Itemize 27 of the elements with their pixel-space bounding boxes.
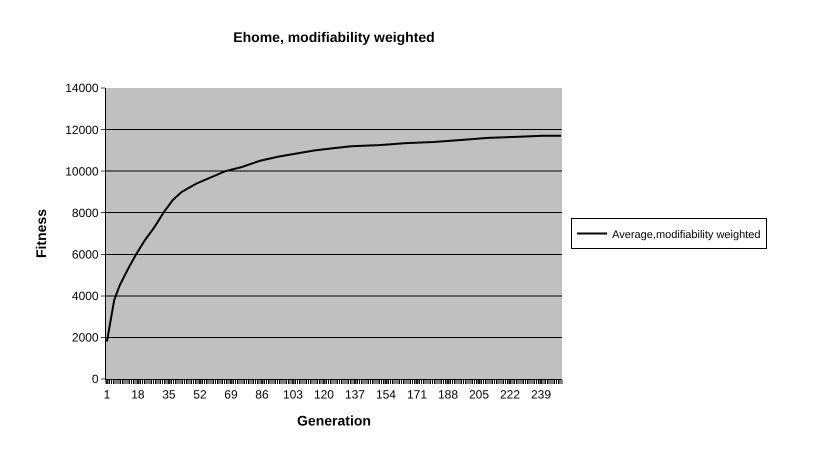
- x-tick-label: 188: [438, 387, 458, 402]
- y-tick-label: 12000: [65, 122, 99, 137]
- y-tick-label: 4000: [72, 289, 99, 304]
- x-tick-label: 205: [468, 387, 490, 402]
- y-axis-title: Fitness: [32, 208, 49, 258]
- x-tick-label: 86: [255, 387, 269, 402]
- y-tick-label: 10000: [65, 164, 99, 178]
- x-tick-label: 69: [224, 387, 238, 402]
- x-tick-label: 52: [193, 387, 207, 402]
- x-tick-label: 103: [282, 387, 304, 402]
- y-tick-label: 14000: [65, 81, 99, 96]
- x-tick-label: 222: [500, 387, 520, 402]
- x-tick-label: 154: [376, 387, 396, 402]
- x-tick-label: 18: [131, 387, 145, 402]
- x-tick-label: 239: [531, 387, 552, 402]
- y-tick-label: 6000: [72, 247, 99, 262]
- legend-label: Average,modifiability weighted: [612, 228, 761, 241]
- x-tick-label: 137: [344, 387, 366, 402]
- y-tick-label: 8000: [72, 206, 99, 220]
- y-tick-label: 0: [92, 372, 99, 386]
- x-tick-label: 1: [104, 387, 111, 402]
- y-tick-label: 2000: [72, 330, 99, 345]
- x-tick-label: 35: [162, 387, 176, 402]
- x-tick-label: 171: [406, 387, 428, 402]
- x-tick-label: 120: [314, 387, 334, 402]
- x-axis-title: Generation: [297, 412, 371, 429]
- chart-title: Ehome, modifiability weighted: [233, 29, 435, 46]
